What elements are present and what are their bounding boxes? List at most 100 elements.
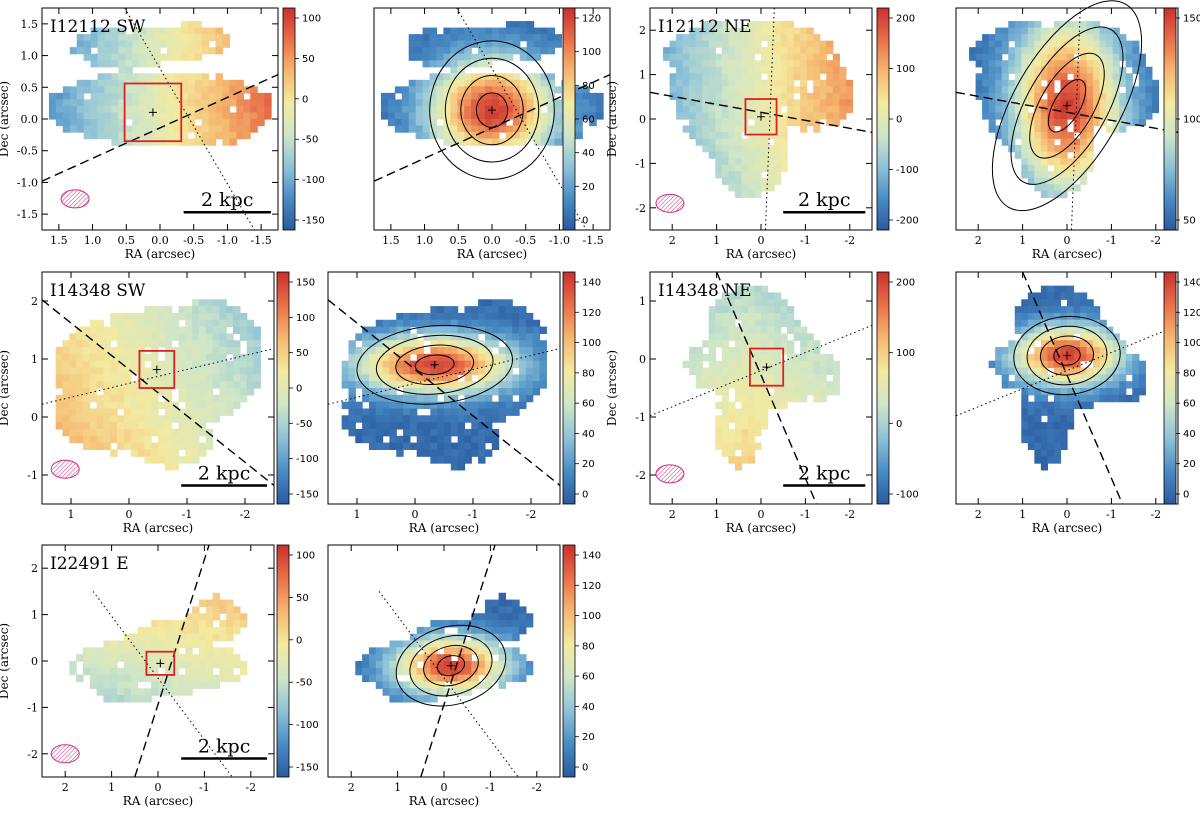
map-pixel xyxy=(1067,79,1075,87)
map-pixel xyxy=(734,408,743,416)
colorbar-tick-label: -150 xyxy=(302,216,325,227)
map-pixel xyxy=(519,312,527,321)
map-pixel xyxy=(1001,99,1009,107)
map-pixel xyxy=(201,27,210,35)
map-pixel xyxy=(264,105,272,114)
map-pixel xyxy=(491,428,500,437)
map-pixel xyxy=(403,353,411,362)
map-pixel xyxy=(767,145,775,153)
map-pixel xyxy=(389,340,397,348)
map-pixel xyxy=(505,92,514,101)
map-pixel xyxy=(403,681,411,689)
map-pixel xyxy=(498,606,507,614)
map-pixel xyxy=(82,333,91,341)
map-pixel xyxy=(123,640,132,648)
map-pixel xyxy=(97,40,106,48)
colorbar-tick-label: 0 xyxy=(896,419,902,430)
map-pixel xyxy=(1008,132,1016,140)
map-pixel xyxy=(1027,34,1035,42)
map-pixel xyxy=(160,119,168,127)
map-pixel xyxy=(396,312,404,321)
map-pixel xyxy=(826,66,834,74)
map-pixel xyxy=(734,99,743,107)
map-pixel xyxy=(422,79,431,87)
map-pixel xyxy=(478,125,486,133)
map-pixel xyxy=(457,449,466,457)
map-pixel xyxy=(464,374,472,382)
map-pixel xyxy=(151,306,159,314)
map-pixel xyxy=(185,667,193,676)
map-pixel xyxy=(389,347,397,355)
map-pixel xyxy=(250,92,258,101)
map-pixel xyxy=(82,408,91,416)
map-pixel xyxy=(702,374,710,382)
map-pixel xyxy=(151,456,159,464)
map-pixel xyxy=(192,667,200,676)
map-pixel xyxy=(123,661,132,669)
map-pixel xyxy=(1047,326,1055,335)
map-pixel xyxy=(375,661,384,669)
map-pixel xyxy=(793,374,801,382)
map-pixel xyxy=(793,53,801,61)
map-pixel xyxy=(1086,340,1094,348)
map-pixel xyxy=(982,92,990,101)
map-pixel xyxy=(1008,340,1016,348)
map-pixel xyxy=(250,112,258,120)
map-pixel xyxy=(721,333,729,341)
map-pixel xyxy=(540,79,549,87)
map-pixel xyxy=(457,408,466,416)
map-pixel xyxy=(741,34,749,42)
map-pixel xyxy=(164,326,173,335)
map-pixel xyxy=(403,667,411,676)
colorbar-tick-label: 60 xyxy=(582,399,595,410)
map-pixel xyxy=(185,401,193,410)
map-pixel xyxy=(741,435,749,444)
map-pixel xyxy=(166,53,175,61)
map-pixel xyxy=(82,415,91,423)
map-pixel xyxy=(389,428,397,437)
map-pixel xyxy=(450,47,458,55)
map-pixel xyxy=(139,112,147,120)
map-pixel xyxy=(1027,299,1035,307)
map-pixel xyxy=(1040,164,1049,172)
map-pixel xyxy=(205,340,214,348)
map-pixel xyxy=(995,79,1003,87)
map-pixel xyxy=(409,695,418,703)
map-pixel xyxy=(1093,353,1101,362)
map-pixel xyxy=(422,34,431,42)
map-pixel xyxy=(676,34,684,42)
map-pixel xyxy=(396,326,404,335)
map-pixel xyxy=(403,422,411,430)
map-pixel xyxy=(1060,190,1068,198)
map-pixel xyxy=(1021,66,1029,74)
map-pixel xyxy=(243,105,251,114)
map-pixel xyxy=(1060,151,1068,159)
map-pixel xyxy=(62,99,71,107)
map-pixel xyxy=(793,86,801,94)
map-pixel xyxy=(82,326,91,335)
map-pixel xyxy=(396,408,404,416)
kinematic-major-axis xyxy=(41,73,279,182)
map-pixel xyxy=(715,333,723,341)
map-pixel xyxy=(1053,449,1062,457)
map-pixel xyxy=(430,640,438,648)
map-pixel xyxy=(741,374,749,382)
colorbar-tick-label: 60 xyxy=(582,672,595,683)
map-pixel xyxy=(457,79,465,87)
map-pixel xyxy=(139,34,147,42)
map-pixel xyxy=(721,53,729,61)
map-pixel xyxy=(689,40,697,48)
map-pixel xyxy=(192,360,200,369)
map-pixel xyxy=(110,661,118,669)
map-pixel xyxy=(226,606,234,614)
map-pixel xyxy=(415,132,424,140)
map-pixel xyxy=(180,34,189,42)
map-pixel xyxy=(160,92,168,101)
colorbar-tick-label: 50 xyxy=(1183,216,1196,227)
map-pixel xyxy=(491,626,500,635)
map-pixel xyxy=(1053,394,1062,403)
map-pixel xyxy=(130,695,139,703)
map-pixel xyxy=(1112,73,1120,81)
map-pixel xyxy=(394,112,403,120)
